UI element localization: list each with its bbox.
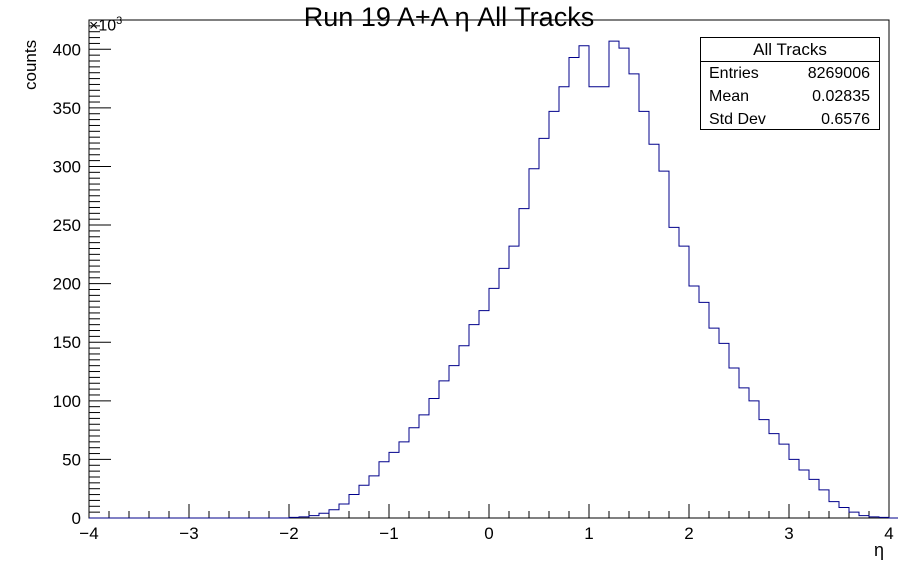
y-tick-label: 100 bbox=[53, 392, 81, 411]
x-tick-label: −1 bbox=[379, 524, 398, 543]
y-tick-label: 350 bbox=[53, 99, 81, 118]
stats-label: Std Dev bbox=[709, 111, 766, 128]
stats-value: 8269006 bbox=[807, 65, 870, 82]
y-tick-label: 50 bbox=[62, 450, 81, 469]
x-tick-label: 3 bbox=[784, 524, 793, 543]
x-axis-label: η bbox=[874, 540, 885, 560]
stats-box-title: All Tracks bbox=[701, 38, 879, 62]
x-tick-label: −3 bbox=[179, 524, 198, 543]
x-tick-label: −4 bbox=[79, 524, 98, 543]
x-tick-label: 1 bbox=[584, 524, 593, 543]
stats-label: Entries bbox=[709, 65, 759, 82]
y-tick-label: 200 bbox=[53, 275, 81, 294]
y-tick-label: 400 bbox=[53, 40, 81, 59]
histogram-series-line bbox=[89, 40, 898, 519]
y-tick-label: 0 bbox=[72, 509, 81, 528]
y-tick-label: 300 bbox=[53, 157, 81, 176]
stats-row-entries: Entries 8269006 bbox=[701, 62, 879, 85]
chart-title: Run 19 A+A η All Tracks bbox=[303, 2, 595, 32]
y-multiplier-exponent: 3 bbox=[116, 15, 123, 27]
x-tick-label: −2 bbox=[279, 524, 298, 543]
y-axis-label: counts bbox=[21, 39, 40, 90]
stats-value: 0.6576 bbox=[821, 111, 870, 128]
x-tick-label: 0 bbox=[484, 524, 493, 543]
y-tick-label: 150 bbox=[53, 333, 81, 352]
stats-row-mean: Mean 0.02835 bbox=[701, 85, 879, 108]
x-tick-label: 2 bbox=[684, 524, 693, 543]
y-multiplier-base: ×10 bbox=[89, 17, 117, 35]
stats-label: Mean bbox=[709, 88, 750, 105]
y-tick-label: 250 bbox=[53, 216, 81, 235]
x-tick-label: 4 bbox=[884, 524, 893, 543]
stats-row-stddev: Std Dev 0.6576 bbox=[701, 108, 879, 131]
stats-box: All Tracks Entries 8269006 Mean 0.02835 … bbox=[700, 37, 880, 130]
stats-value: 0.02835 bbox=[812, 88, 870, 105]
y-axis-multiplier: ×103 bbox=[89, 15, 122, 35]
